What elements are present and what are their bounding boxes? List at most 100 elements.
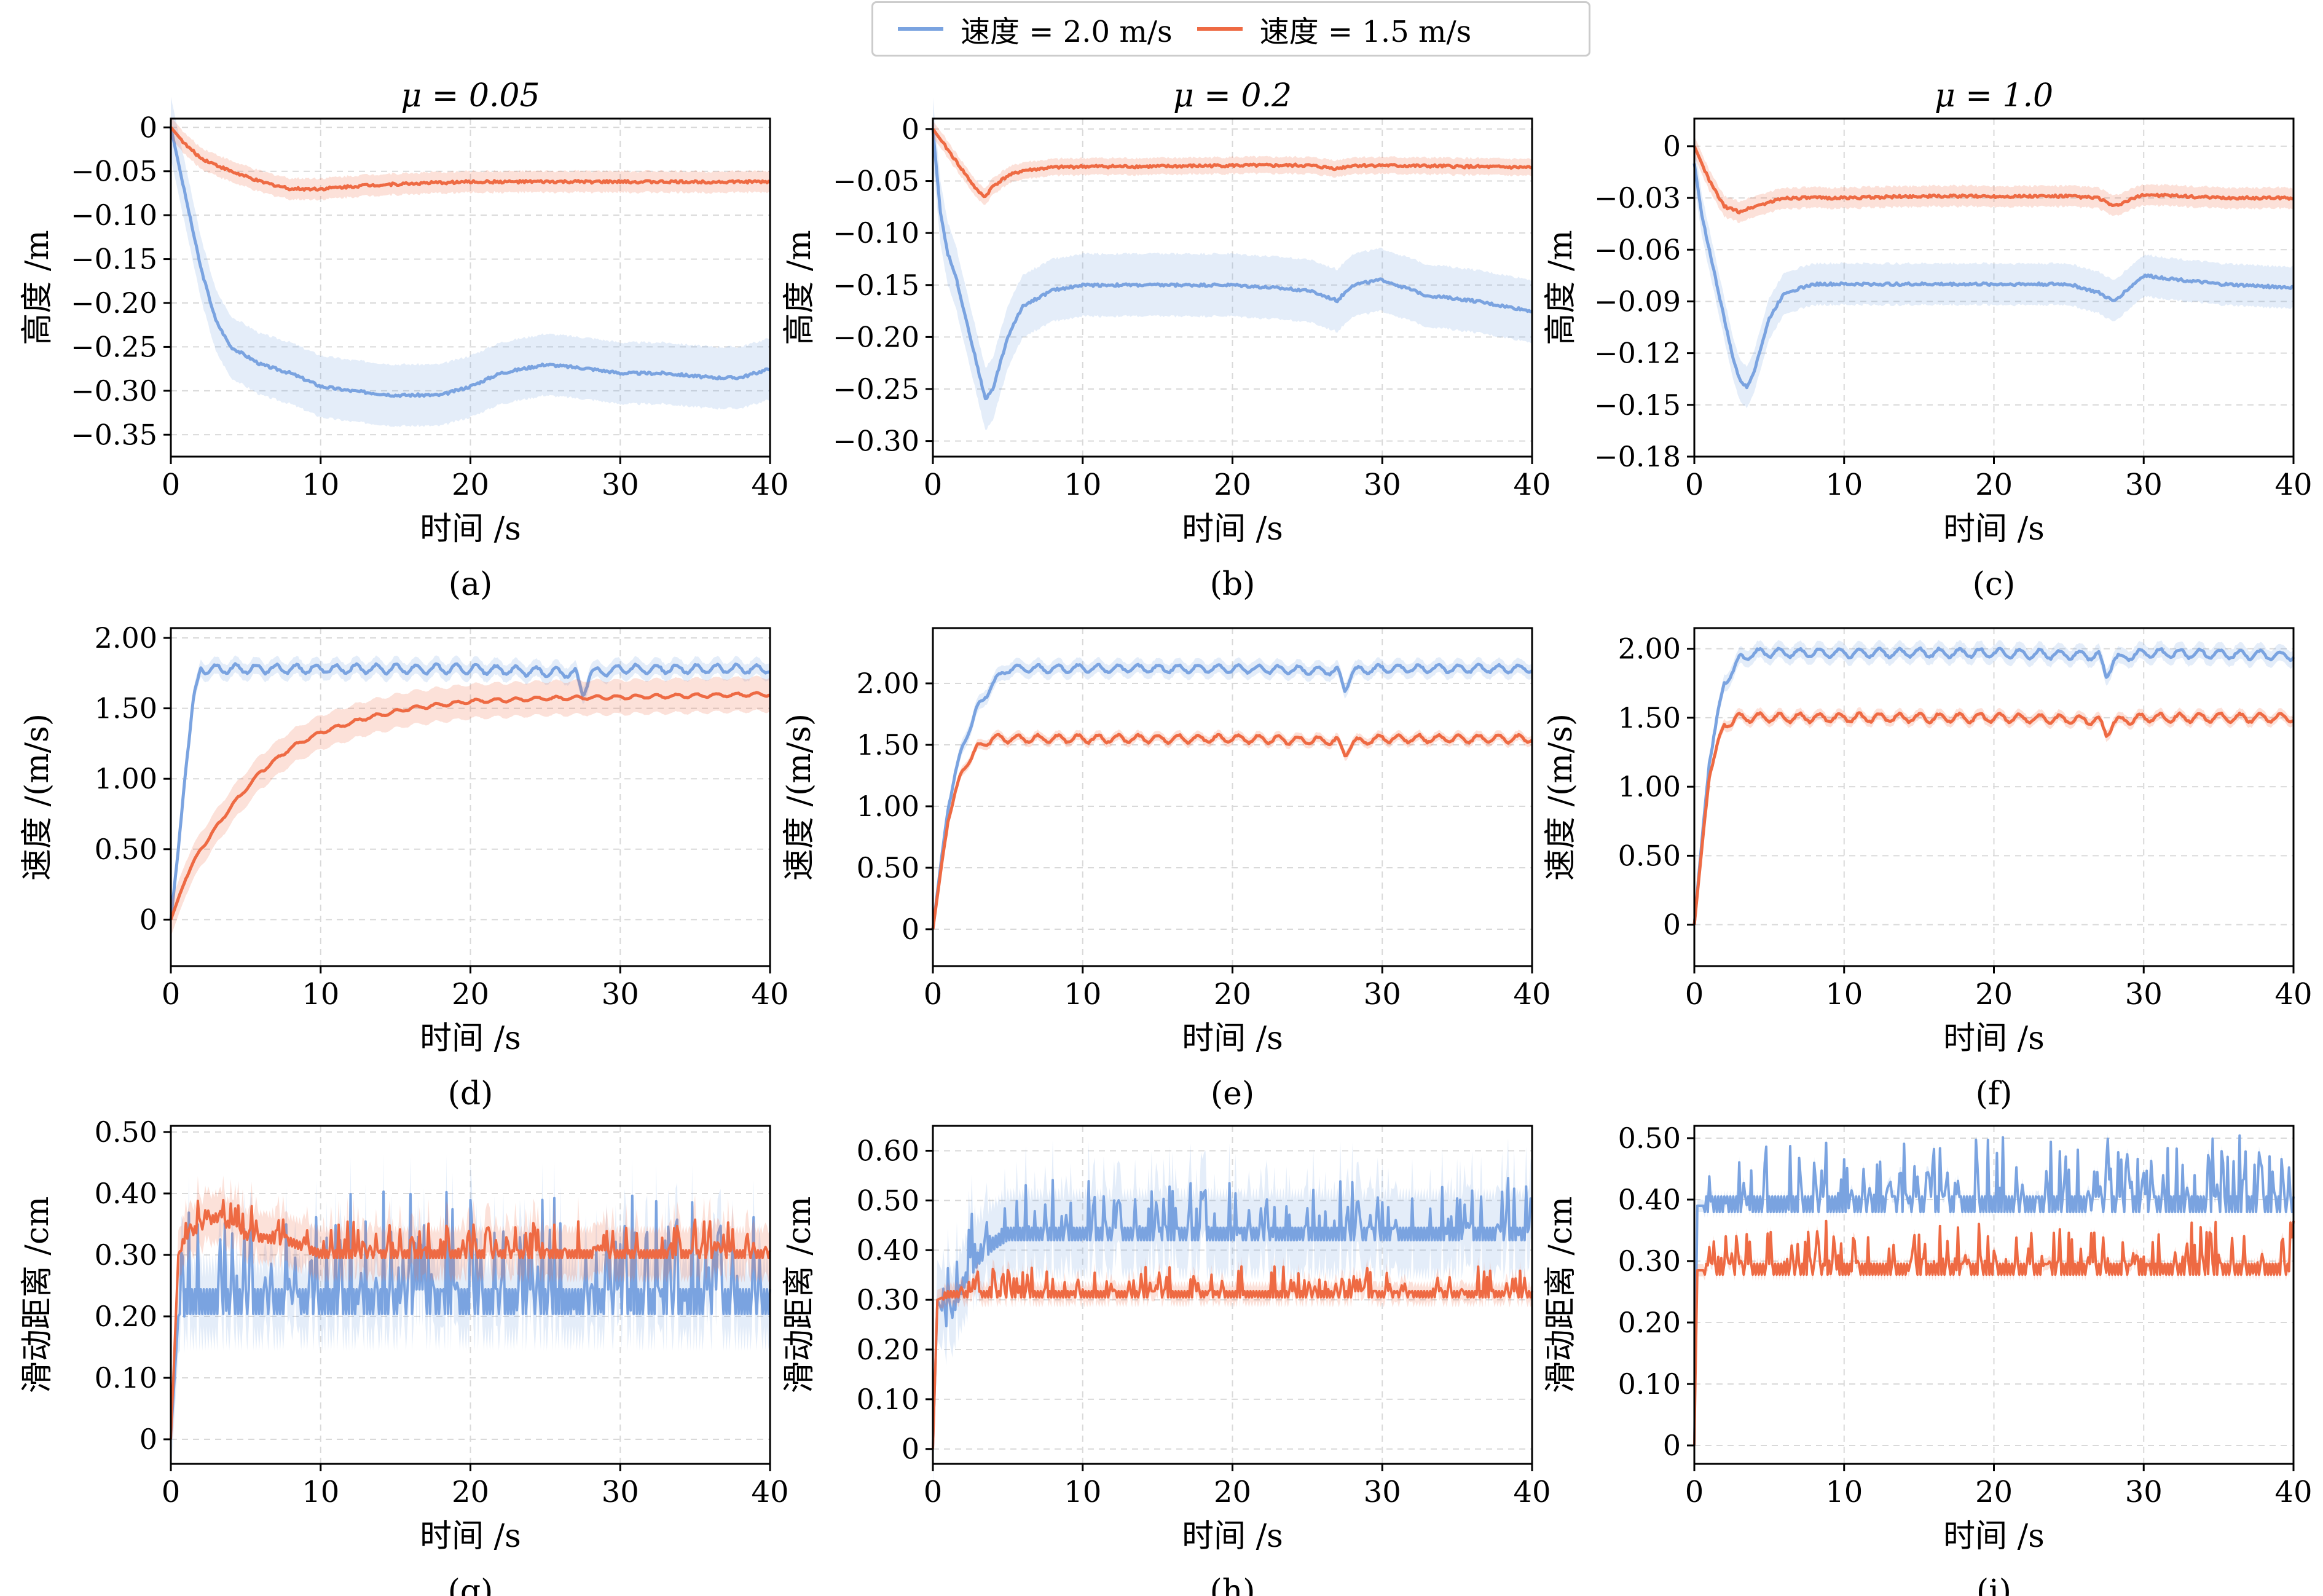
panel-d: 0 10 20 30 40 0 0.50 1.00 1.50 2.00 时间 /s 速度 /(m/s)… [19, 621, 789, 1112]
ytick-label-g-1: 0.10 [95, 1361, 157, 1394]
ytick-label-d-2: 1.00 [95, 762, 157, 795]
xtick-label-a-1: 10 [302, 468, 339, 502]
legend-swatch-blue [898, 27, 943, 31]
ytick-label-c-0: 0 [1663, 130, 1681, 163]
xtick-label-c-4: 40 [2274, 468, 2312, 502]
ytick-label-b-0: 0 [902, 112, 919, 146]
legend-item-v15: 速度 = 1.5 m/s [1197, 7, 1471, 50]
y-axis-label-h: 滑动距离 /cm [781, 1197, 818, 1393]
ytick-label-g-5: 0.50 [95, 1115, 157, 1149]
ytick-label-b-2: −0.10 [833, 216, 919, 250]
xtick-label-e-2: 20 [1214, 977, 1251, 1012]
xtick-label-a-2: 20 [452, 468, 489, 502]
xtick-label-d-4: 40 [751, 977, 788, 1012]
ytick-label-b-5: −0.25 [833, 372, 919, 406]
legend-swatch-orange [1197, 27, 1243, 31]
xtick-label-f-4: 40 [2274, 977, 2312, 1012]
series-line-d-1 [169, 691, 771, 921]
ytick-label-g-4: 0.40 [95, 1177, 157, 1210]
ytick-label-e-4: 2.00 [857, 667, 919, 700]
legend: 速度 = 2.0 m/s 速度 = 1.5 m/s [871, 1, 1590, 57]
ytick-label-c-4: −0.12 [1594, 337, 1681, 370]
band-c-1 [1694, 136, 2294, 224]
xtick-label-h-2: 20 [1214, 1475, 1251, 1509]
panel-caption-h: (h) [1209, 1573, 1255, 1596]
band-d-1 [171, 675, 770, 937]
series-line-f-1 [1692, 711, 2294, 925]
ytick-label-f-3: 1.50 [1618, 701, 1681, 734]
ytick-label-h-0: 0 [902, 1433, 919, 1466]
ytick-label-b-4: −0.20 [833, 320, 919, 353]
x-axis-label-d: 时间 /s [420, 1020, 521, 1057]
ytick-label-i-0: 0 [1663, 1429, 1681, 1462]
xtick-label-i-0: 0 [1685, 1475, 1704, 1509]
ytick-label-a-3: −0.15 [71, 243, 157, 276]
xtick-label-b-1: 10 [1064, 468, 1101, 502]
panel-e: 0 10 20 30 40 0 0.50 1.00 1.50 2.00 时间 /s 速度 /(m/s)… [781, 627, 1551, 1112]
ytick-label-f-1: 0.50 [1618, 839, 1681, 872]
y-axis-label-a: 高度 /m [19, 230, 56, 345]
ytick-label-d-4: 2.00 [95, 621, 157, 655]
x-axis-label-h: 时间 /s [1182, 1518, 1283, 1555]
series-line-f-0 [1692, 647, 2295, 925]
xtick-label-g-4: 40 [751, 1475, 788, 1509]
panel-caption-a: (a) [449, 566, 493, 603]
ytick-label-e-0: 0 [902, 913, 919, 946]
ytick-label-f-2: 1.00 [1618, 770, 1681, 803]
ytick-label-i-4: 0.40 [1618, 1183, 1681, 1216]
x-axis-label-g: 时间 /s [420, 1518, 521, 1555]
ytick-label-h-2: 0.20 [857, 1333, 919, 1366]
y-axis-label-f: 速度 /(m/s) [1543, 713, 1579, 881]
y-axis-label-b: 高度 /m [781, 230, 818, 345]
ytick-label-h-5: 0.50 [857, 1184, 919, 1217]
series-line-e-1 [931, 733, 1533, 930]
ytick-label-b-3: −0.15 [833, 269, 919, 302]
band-a-1 [171, 117, 770, 201]
series-line-a-0 [169, 127, 771, 398]
y-axis-label-i: 滑动距离 /cm [1543, 1197, 1579, 1393]
ytick-label-d-3: 1.50 [95, 692, 157, 725]
series-line-a-1 [170, 126, 771, 192]
ytick-label-d-0: 0 [140, 903, 157, 936]
panel-title-b: μ = 0.2 [1173, 77, 1292, 114]
series-line-h-1 [932, 1265, 1533, 1449]
ytick-label-d-1: 0.50 [95, 833, 157, 866]
series-line-h-0 [932, 1177, 1533, 1449]
xtick-label-a-0: 0 [162, 468, 181, 502]
panel-caption-i: (i) [1976, 1573, 2011, 1596]
xtick-label-i-3: 30 [2125, 1475, 2163, 1509]
panel-f: 0 10 20 30 40 0 0.50 1.00 1.50 2.00 时间 /s 速度 /(m/s)… [1543, 627, 2313, 1112]
band-c-0 [1694, 143, 2294, 409]
band-b-1 [933, 120, 1532, 205]
panel-c: 0 10 20 30 40 0 −0.03 −0.06 −0.09 −0.12 −0.15 −0.18… [1543, 77, 2313, 603]
xtick-label-d-0: 0 [162, 977, 181, 1012]
panel-caption-b: (b) [1210, 566, 1256, 603]
legend-item-v2: 速度 = 2.0 m/s [898, 7, 1173, 50]
panel-caption-d: (d) [448, 1075, 493, 1112]
ytick-label-i-2: 0.20 [1618, 1306, 1681, 1339]
ytick-label-a-6: −0.30 [71, 374, 157, 407]
y-axis-label-c: 高度 /m [1543, 230, 1579, 345]
x-axis-label-e: 时间 /s [1182, 1020, 1283, 1057]
xtick-label-i-2: 20 [1975, 1475, 2013, 1509]
xtick-label-i-1: 10 [1825, 1475, 1863, 1509]
y-axis-label-d: 速度 /(m/s) [19, 713, 56, 881]
ytick-label-h-6: 0.60 [857, 1134, 919, 1167]
ytick-label-a-1: −0.05 [71, 155, 157, 188]
xtick-label-h-1: 10 [1064, 1475, 1101, 1509]
xtick-label-g-1: 10 [302, 1475, 339, 1509]
band-g-1 [171, 1175, 770, 1464]
series-line-g-1 [170, 1198, 771, 1440]
panel-caption-g: (g) [448, 1573, 493, 1596]
ytick-label-c-1: −0.03 [1594, 181, 1681, 214]
xtick-label-h-0: 0 [924, 1475, 943, 1509]
xtick-label-d-2: 20 [452, 977, 489, 1012]
y-axis-label-e: 速度 /(m/s) [781, 713, 818, 881]
series-line-i-0 [1693, 1134, 2295, 1446]
ytick-label-a-0: 0 [140, 111, 157, 144]
ytick-label-g-3: 0.30 [95, 1238, 157, 1272]
xtick-label-g-2: 20 [452, 1475, 489, 1509]
ytick-label-f-0: 0 [1663, 908, 1681, 941]
xtick-label-c-0: 0 [1685, 468, 1704, 502]
